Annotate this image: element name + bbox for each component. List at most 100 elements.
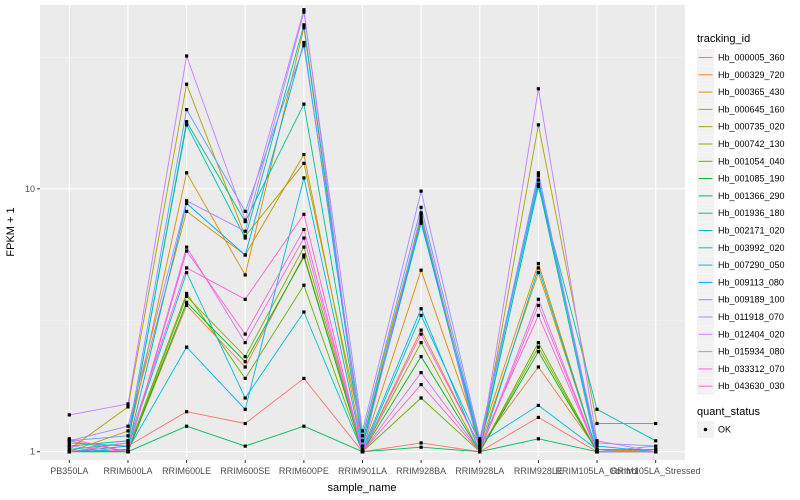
data-point bbox=[243, 218, 247, 222]
data-point bbox=[302, 10, 306, 14]
data-point bbox=[126, 429, 130, 433]
data-point bbox=[419, 221, 423, 225]
x-axis-title: sample_name bbox=[327, 482, 396, 494]
data-point bbox=[536, 341, 540, 345]
data-point bbox=[419, 371, 423, 375]
data-point bbox=[243, 360, 247, 364]
data-point bbox=[243, 209, 247, 213]
data-point bbox=[360, 439, 365, 443]
data-point bbox=[360, 447, 365, 452]
data-point bbox=[654, 444, 658, 448]
data-point bbox=[536, 345, 540, 349]
x-axis: PB350LA RRIM600LA RRIM600LE RRIM600SE RRIM60… bbox=[50, 460, 700, 476]
data-point bbox=[243, 421, 247, 426]
x-tick-label: RRIM928LE bbox=[514, 466, 563, 476]
legend-label: Hb_015934_080 bbox=[718, 347, 785, 357]
data-point bbox=[595, 447, 599, 452]
data-point bbox=[126, 447, 130, 452]
data-point bbox=[302, 40, 306, 45]
data-point bbox=[302, 161, 306, 165]
data-point bbox=[654, 447, 658, 452]
data-point bbox=[419, 355, 423, 359]
x-tick-label: RRIM600LA bbox=[103, 466, 152, 476]
data-point bbox=[185, 120, 189, 124]
data-point bbox=[126, 402, 130, 406]
data-point bbox=[595, 450, 599, 454]
data-point bbox=[126, 424, 130, 428]
data-point bbox=[126, 434, 130, 438]
data-point bbox=[243, 234, 247, 238]
data-point bbox=[536, 184, 540, 189]
data-point bbox=[302, 255, 306, 259]
data-point bbox=[419, 218, 423, 222]
data-point bbox=[419, 205, 423, 209]
data-point bbox=[536, 182, 540, 186]
data-point bbox=[536, 178, 540, 182]
data-point bbox=[536, 415, 540, 419]
data-point bbox=[302, 253, 306, 257]
data-point bbox=[243, 396, 247, 400]
legend-label: Hb_003992_020 bbox=[718, 243, 785, 253]
data-point bbox=[478, 444, 482, 448]
data-point bbox=[536, 174, 540, 178]
data-point bbox=[536, 171, 540, 175]
data-point bbox=[595, 441, 599, 445]
data-point bbox=[302, 44, 306, 48]
data-point bbox=[360, 444, 365, 448]
data-point bbox=[185, 123, 189, 127]
data-point bbox=[302, 23, 306, 27]
data-point bbox=[126, 439, 130, 443]
data-point bbox=[185, 82, 189, 86]
data-point bbox=[243, 407, 247, 411]
x-tick-label: RRIM928LA bbox=[455, 466, 504, 476]
data-point bbox=[302, 376, 306, 380]
data-point bbox=[185, 201, 189, 205]
data-point bbox=[419, 268, 423, 272]
data-point bbox=[243, 341, 247, 345]
x-tick-label: RRIM600PE bbox=[279, 466, 329, 476]
data-point bbox=[595, 444, 599, 448]
data-point bbox=[185, 266, 189, 270]
data-point bbox=[302, 102, 306, 106]
data-point bbox=[302, 212, 306, 216]
data-point bbox=[185, 271, 189, 275]
data-point bbox=[185, 291, 189, 295]
legend-label: Hb_000365_430 bbox=[718, 87, 785, 97]
data-point bbox=[185, 108, 189, 112]
data-point bbox=[302, 424, 306, 428]
legend-shape-title: quant_status bbox=[697, 406, 760, 418]
data-point bbox=[185, 199, 189, 203]
legend-label: Hb_000742_130 bbox=[718, 139, 785, 149]
data-point bbox=[536, 87, 540, 91]
data-point bbox=[536, 123, 540, 127]
legend-items: Hb_000005_360 Hb_000329_720 Hb_000365_430 H… bbox=[697, 49, 785, 395]
series-points bbox=[67, 8, 658, 454]
data-point bbox=[185, 300, 189, 304]
data-point bbox=[478, 441, 482, 445]
legend-label: Hb_011918_070 bbox=[718, 312, 784, 322]
data-point bbox=[360, 434, 365, 438]
x-tick-label: RRIM600LE bbox=[162, 466, 211, 476]
y-axis: 1 10 bbox=[25, 184, 40, 457]
legend: tracking_id Hb_000005_360Hb_000329_720Hb… bbox=[697, 33, 785, 438]
x-tick-label: RRIM105LA_Control bbox=[556, 466, 639, 476]
data-point bbox=[478, 450, 482, 454]
legend-label: Hb_000005_360 bbox=[718, 53, 785, 63]
data-point bbox=[67, 450, 71, 454]
data-point bbox=[478, 439, 482, 443]
data-point bbox=[126, 444, 130, 448]
data-point bbox=[67, 447, 71, 452]
data-point bbox=[243, 273, 247, 277]
data-point bbox=[536, 350, 540, 354]
data-point bbox=[478, 437, 482, 441]
y-tick-label: 1 bbox=[30, 447, 35, 457]
legend-label: Hb_001936_180 bbox=[718, 208, 785, 218]
data-point bbox=[419, 313, 423, 317]
data-point bbox=[243, 297, 247, 301]
data-point bbox=[419, 341, 423, 345]
data-point bbox=[302, 245, 306, 249]
data-point bbox=[302, 283, 306, 287]
data-point bbox=[185, 171, 189, 175]
data-point bbox=[126, 450, 130, 454]
